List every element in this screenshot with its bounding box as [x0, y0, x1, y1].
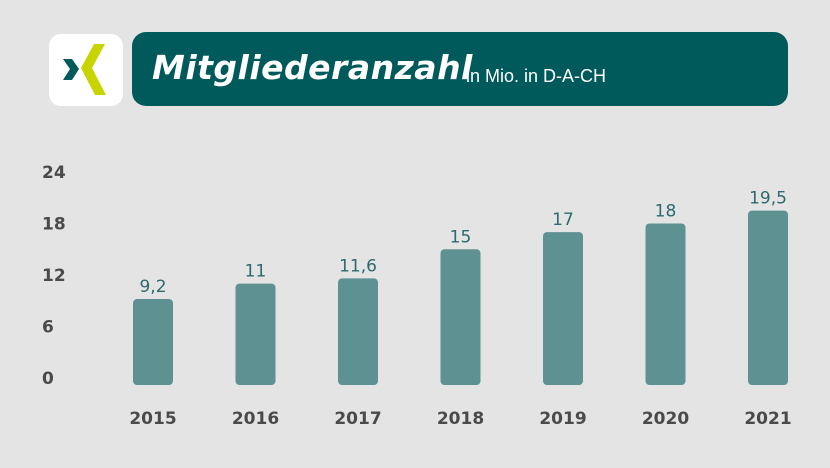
x-category-label-2016: 2016	[232, 409, 279, 429]
x-category-label-2017: 2017	[334, 409, 381, 429]
title-banner: Mitgliederanzahl in Mio. in D-A-CH	[132, 32, 788, 106]
bar-2020	[645, 223, 686, 385]
bar-2019	[543, 232, 583, 385]
x-category-label-2015: 2015	[129, 409, 176, 429]
y-tick-label: 18	[42, 215, 66, 235]
logo-tile	[49, 34, 123, 106]
bar-2016	[235, 283, 276, 385]
value-label-2015: 9,2	[139, 277, 166, 297]
xing-logo-icon	[63, 44, 106, 95]
value-label-2017: 11,6	[339, 256, 377, 276]
value-label-2019: 17	[552, 210, 574, 230]
y-tick-label: 0	[42, 369, 54, 389]
x-category-label-2018: 2018	[437, 409, 484, 429]
y-tick-label: 24	[42, 163, 66, 183]
value-label-2021: 19,5	[749, 189, 787, 209]
xing-logo-dark-stroke	[63, 59, 79, 80]
y-tick-label: 12	[42, 266, 66, 286]
value-label-2018: 15	[450, 227, 472, 247]
x-category-label-2020: 2020	[642, 409, 689, 429]
value-label-2016: 11	[245, 262, 267, 282]
y-tick-label: 6	[42, 318, 54, 338]
bar-2018	[440, 249, 481, 385]
chart-title: Mitgliederanzahl	[152, 48, 473, 87]
x-category-label-2021: 2021	[744, 409, 791, 429]
x-category-label-2019: 2019	[539, 409, 586, 429]
bar-2017	[338, 278, 378, 385]
value-label-2020: 18	[655, 202, 677, 222]
bar-2021	[748, 210, 788, 385]
bar-2015	[133, 299, 173, 385]
chart-subtitle: in Mio. in D-A-CH	[466, 66, 607, 86]
xing-logo-lime-stroke	[81, 44, 106, 95]
